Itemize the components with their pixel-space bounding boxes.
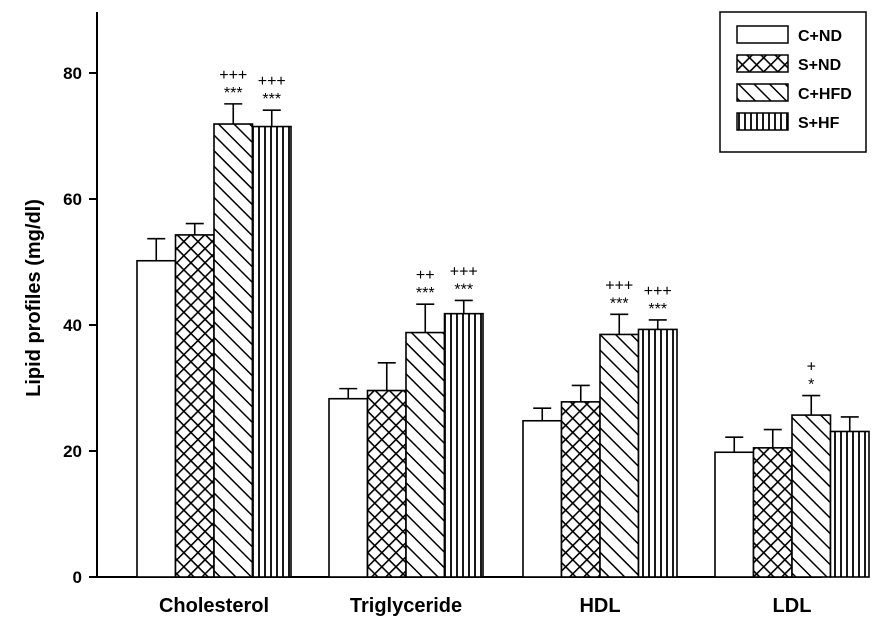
y-tick-label: 60 [63,190,82,209]
y-axis-title: Lipid profiles (mg/dl) [23,199,45,397]
bar-s-nd-hdl [562,402,601,577]
bar-c-nd-cholesterol [137,261,176,577]
category-label: LDL [773,595,812,617]
category-label: Cholesterol [159,595,269,617]
significance-plus: ++ [416,267,435,284]
legend: C+ND S+ND C+HFD S+HF [720,12,866,152]
y-tick-label: 80 [63,64,82,83]
bar-s-hf-hdl [639,329,678,577]
legend-swatch [737,84,788,101]
bar-s-hf-triglyceride [445,314,484,577]
y-ticks: 0 20 40 60 80 [63,64,97,587]
y-tick-label: 40 [63,316,82,335]
legend-label: S+HF [798,115,840,132]
significance-plus: +++ [644,283,672,300]
significance-star: * [808,377,814,394]
category-label: HDL [579,595,620,617]
y-tick-label: 20 [63,442,82,461]
significance-plus: +++ [605,277,633,294]
legend-swatch [737,55,788,72]
bar-s-hf-cholesterol [253,127,292,577]
significance-star: *** [416,285,435,302]
bar-c-nd-ldl [715,452,754,577]
significance-plus: +++ [258,73,286,90]
bar-c-hfd-triglyceride [406,333,445,577]
significance-star: *** [454,281,473,298]
category-label: Triglyceride [350,595,462,617]
bar-s-nd-triglyceride [368,391,407,577]
y-tick-label: 0 [73,568,82,587]
legend-label: C+HFD [798,86,852,103]
significance-plus: + [807,359,816,376]
significance-star: *** [262,91,281,108]
significance-plus: +++ [450,263,478,280]
bar-s-hf-ldl [831,431,870,577]
bar-s-nd-cholesterol [176,235,215,577]
bar-c-hfd-ldl [792,415,831,577]
category-labels: Cholesterol Triglyceride HDL LDL [159,595,811,617]
bar-c-hfd-cholesterol [214,124,253,577]
significance-star: *** [224,85,243,102]
bar-c-nd-triglyceride [329,399,368,577]
legend-swatch [737,113,788,130]
bar-s-nd-ldl [754,448,793,577]
bar-c-hfd-hdl [600,334,639,577]
significance-star: *** [648,301,667,318]
legend-swatch [737,26,788,43]
legend-label: S+ND [798,57,841,74]
bar-c-nd-hdl [523,421,562,577]
significance-plus: +++ [219,67,247,84]
significance-star: *** [610,295,629,312]
legend-label: C+ND [798,28,842,45]
